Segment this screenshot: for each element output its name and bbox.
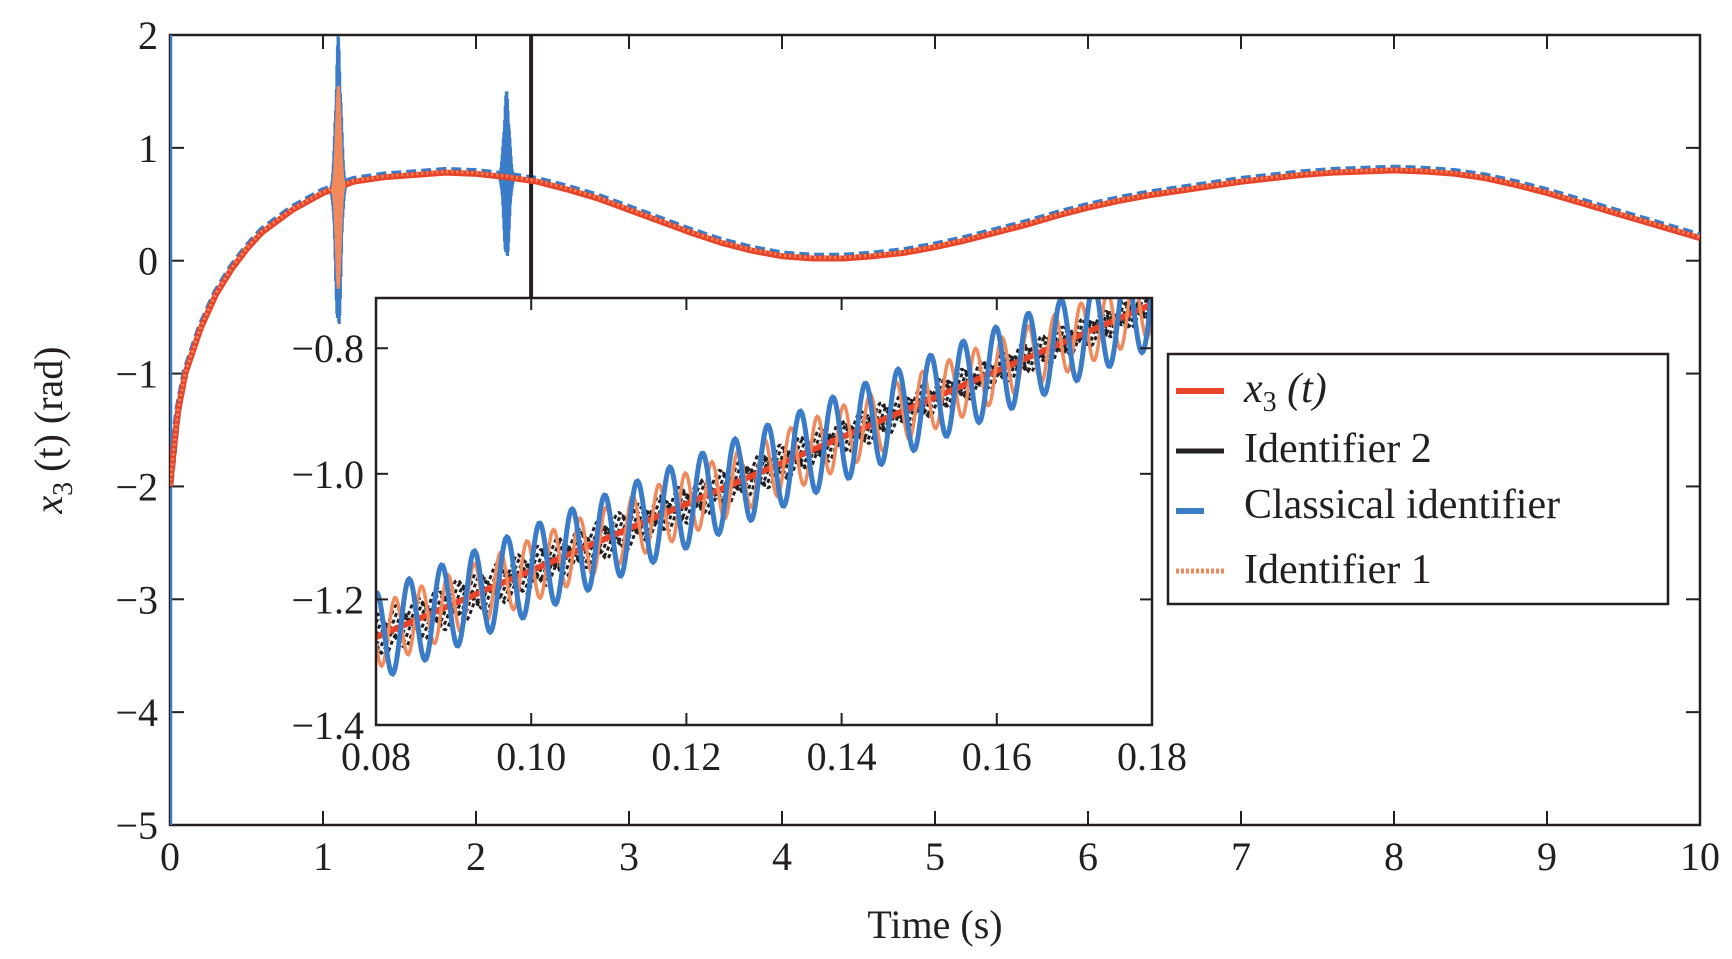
y-tick-label: −3 xyxy=(115,577,158,622)
inset-axis-ticks: 0.08 0.10 0.12 0.14 0.16 0.18 −1.4 −1.2 −1.0 −0.8 xyxy=(291,298,1187,779)
y-tick-label: −1 xyxy=(115,352,158,397)
main-series xyxy=(170,35,1700,825)
legend-label-classical-identifier: Classical identifier xyxy=(1244,482,1560,528)
y-axis-title-sub: 3 xyxy=(48,482,79,496)
x-tick-label: 4 xyxy=(772,834,792,879)
series-identifier-1 xyxy=(170,167,1700,486)
legend-label-x3-rest: (t) xyxy=(1277,366,1327,412)
inset-x-tick-label: 0.18 xyxy=(1117,734,1187,779)
identifier-1-burst xyxy=(330,85,346,289)
legend-label-identifier-1: Identifier 1 xyxy=(1244,547,1432,593)
y-tick-label: −2 xyxy=(115,464,158,509)
x-tick-label: 8 xyxy=(1384,834,1404,879)
x-tick-label: 3 xyxy=(619,834,639,879)
inset-x-tick-label: 0.12 xyxy=(651,734,721,779)
x-axis-title: Time (s) xyxy=(867,902,1002,947)
inset-x-tick-label: 0.10 xyxy=(496,734,566,779)
x-tick-label: 1 xyxy=(313,834,333,879)
inset-x-tick-label: 0.14 xyxy=(807,734,877,779)
inset-y-tick-label: −1.0 xyxy=(291,452,364,497)
legend-label-x3: x3 (t) xyxy=(1243,366,1327,418)
legend-label-x3-sub: 3 xyxy=(1263,387,1277,418)
inset-y-tick-label: −1.2 xyxy=(291,577,364,622)
legend-label-identifier-2: Identifier 2 xyxy=(1244,426,1432,472)
x-tick-label: 7 xyxy=(1231,834,1251,879)
legend: x3 (t) Identifier 2 Classical identifier… xyxy=(1166,352,1670,606)
y-tick-label: −5 xyxy=(115,803,158,848)
classical-identifier-burst xyxy=(497,91,516,257)
y-axis-title-rest: (t) (rad) xyxy=(26,346,71,481)
inset-frame xyxy=(374,296,1154,727)
inset-series-classical-identifier xyxy=(376,298,1152,678)
inset-background xyxy=(376,298,1152,725)
x-tick-label: 0 xyxy=(160,834,180,879)
y-tick-label: 0 xyxy=(138,239,158,284)
legend-frame xyxy=(1166,352,1670,606)
legend-label-x3-var: x xyxy=(1243,366,1263,412)
inset-series xyxy=(376,298,1152,678)
inset-y-tick-label: −1.4 xyxy=(291,703,364,748)
x-tick-label: 6 xyxy=(1078,834,1098,879)
y-tick-label: 2 xyxy=(138,13,158,58)
y-axis-title: x3 (t) (rad) xyxy=(26,346,79,514)
y-tick-label: 1 xyxy=(138,126,158,171)
y-tick-label: −4 xyxy=(115,690,158,735)
x-tick-label: 9 xyxy=(1537,834,1557,879)
inset-x-tick-label: 0.16 xyxy=(962,734,1032,779)
x-tick-label: 5 xyxy=(925,834,945,879)
x-tick-label: 2 xyxy=(466,834,486,879)
inset-y-tick-label: −0.8 xyxy=(291,326,364,371)
x-tick-label: 10 xyxy=(1680,834,1720,879)
inset-x-tick-label: 0.08 xyxy=(341,734,411,779)
y-axis-title-var: x xyxy=(26,496,71,515)
main-axis-ticks: 0 1 2 3 4 5 6 7 8 9 10 −5 −4 −3 −2 −1 0 1 2 xyxy=(115,13,1720,879)
inset-series-identifier-2 xyxy=(376,305,1152,655)
